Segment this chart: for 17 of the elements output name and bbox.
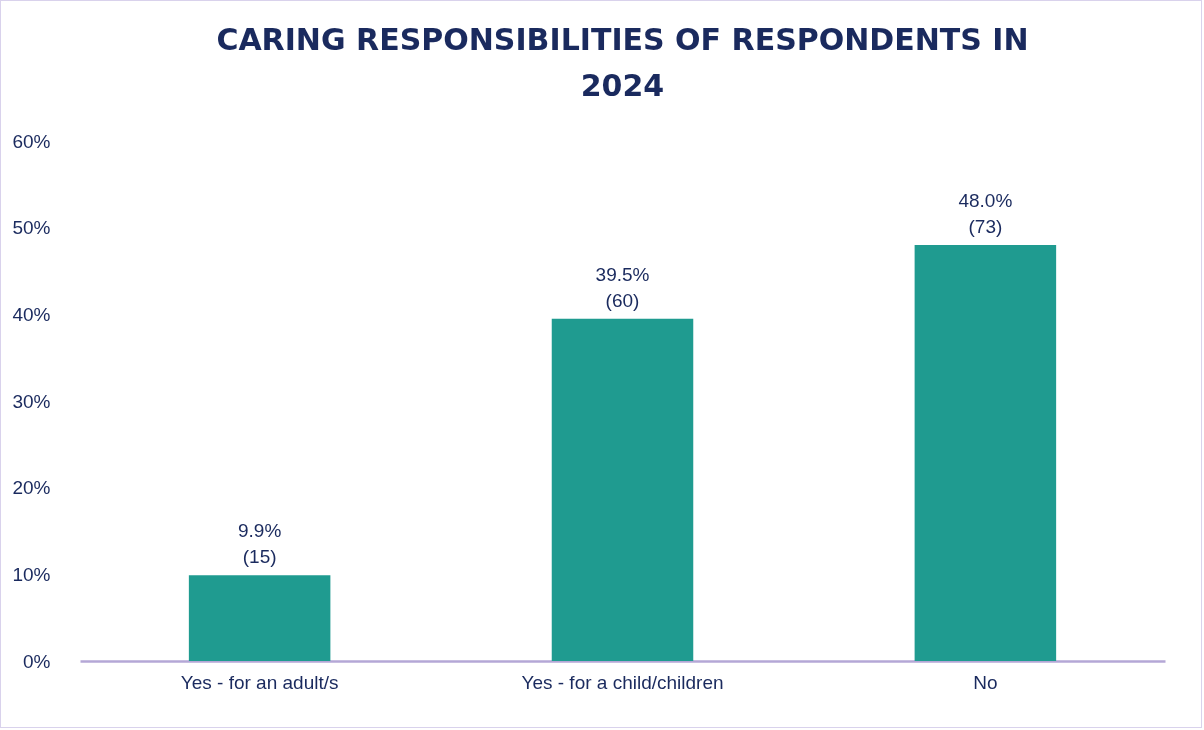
y-tick-label: 10% [12, 563, 51, 585]
data-label: 39.5% (60) [595, 263, 650, 311]
y-tick-label: 60% [12, 130, 51, 152]
bar [914, 245, 1057, 661]
x-tick-label: No [973, 671, 998, 693]
data-label: 48.0% (73) [958, 190, 1013, 237]
chart-title: CARING RESPONSIBILITIES OF RESPONDENTS IN 2024 [216, 22, 1029, 103]
x-tick-label: Yes - for an adult/s [180, 671, 339, 693]
y-tick-label: 50% [12, 217, 51, 239]
y-tick-label: 30% [12, 390, 51, 412]
x-tick-label: Yes - for a child/children [521, 671, 724, 693]
y-tick-label: 40% [12, 303, 51, 325]
bar [188, 575, 331, 661]
y-tick-label: 0% [23, 650, 51, 672]
bar [551, 318, 694, 661]
y-tick-label: 20% [12, 477, 51, 499]
data-label: 9.9% (15) [237, 520, 282, 568]
